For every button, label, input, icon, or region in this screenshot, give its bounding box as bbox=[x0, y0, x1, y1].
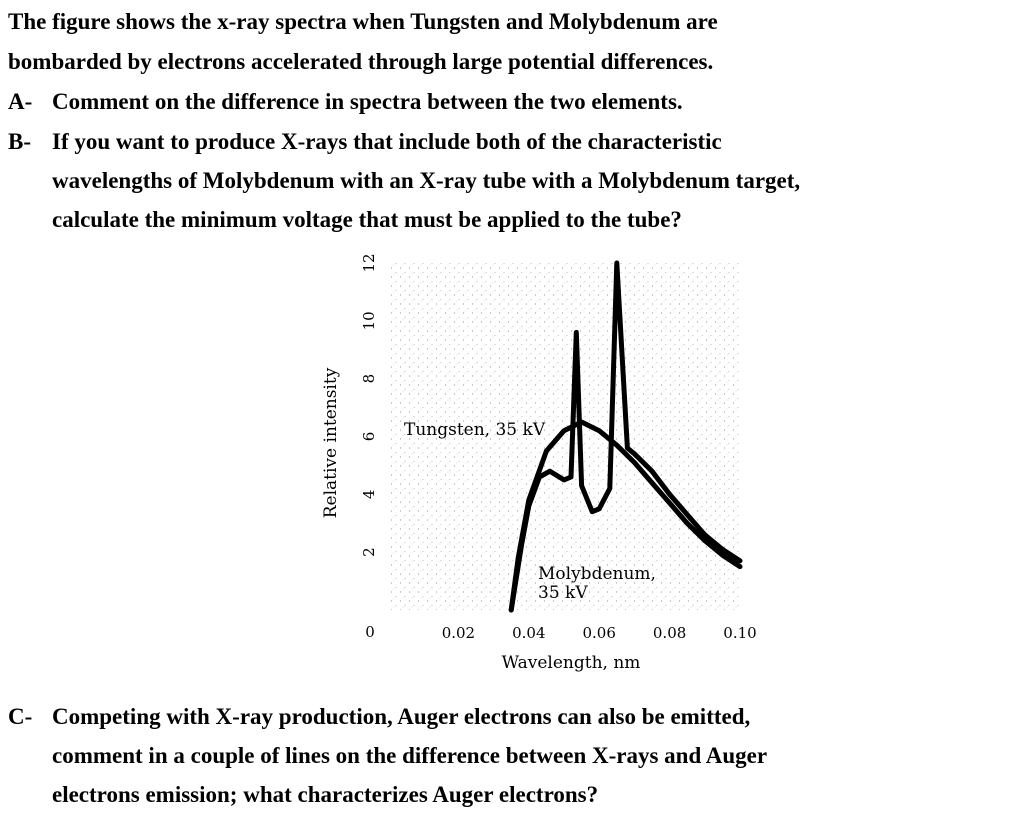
y-tick-label: 12 bbox=[360, 253, 378, 272]
molybdenum-annotation: Molybdenum, bbox=[538, 564, 656, 584]
intro-line: The figure shows the x-ray spectra when … bbox=[8, 9, 718, 34]
y-tick-label: 2 bbox=[360, 547, 378, 557]
x-tick-label: 0.08 bbox=[653, 624, 686, 642]
intro-line: bombarded by electrons accelerated throu… bbox=[8, 49, 714, 74]
y-tick-label: 0 bbox=[365, 623, 375, 641]
x-tick-label: 0.04 bbox=[512, 624, 545, 642]
question-text: If you want to produce X-rays that inclu… bbox=[52, 129, 722, 154]
series-line-molybdenum bbox=[508, 260, 743, 613]
x-axis-label: Wavelength, nm bbox=[502, 653, 641, 673]
question-text: wavelengths of Molybdenum with an X-ray … bbox=[52, 168, 801, 193]
question-label: C- bbox=[8, 704, 33, 729]
question-a: A- Comment on the difference in spectra … bbox=[0, 82, 1024, 121]
question-c: C- Competing with X-ray production, Auge… bbox=[0, 697, 1024, 814]
x-tick-label: 0.02 bbox=[442, 624, 475, 642]
x-tick-label: 0.06 bbox=[582, 624, 615, 642]
question-text: calculate the minimum voltage that must … bbox=[52, 207, 682, 232]
y-tick-label: 8 bbox=[360, 374, 378, 384]
question-text: Comment on the difference in spectra bet… bbox=[52, 89, 683, 114]
question-label: B- bbox=[8, 129, 31, 154]
molybdenum-annotation-kv: 35 kV bbox=[538, 583, 588, 603]
y-tick-label: 4 bbox=[360, 490, 378, 500]
question-text: electrons emission; what characterizes A… bbox=[52, 782, 599, 807]
x-tick-label: 0.10 bbox=[723, 624, 756, 642]
xray-spectra-figure: Relative intensity Wavelength, nm Tungst… bbox=[300, 248, 770, 683]
plot-area bbox=[388, 263, 740, 610]
intro-paragraph: The figure shows the x-ray spectra when … bbox=[8, 2, 718, 82]
y-tick-label: 10 bbox=[360, 311, 378, 330]
question-text: Competing with X-ray production, Auger e… bbox=[52, 704, 751, 729]
question-b: B- If you want to produce X-rays that in… bbox=[0, 122, 1024, 239]
question-text: comment in a couple of lines on the diff… bbox=[52, 743, 768, 768]
y-axis-label: Relative intensity bbox=[321, 367, 341, 518]
question-label: A- bbox=[8, 89, 33, 114]
tungsten-annotation: Tungsten, 35 kV bbox=[404, 420, 546, 440]
y-tick-label: 6 bbox=[360, 432, 378, 442]
